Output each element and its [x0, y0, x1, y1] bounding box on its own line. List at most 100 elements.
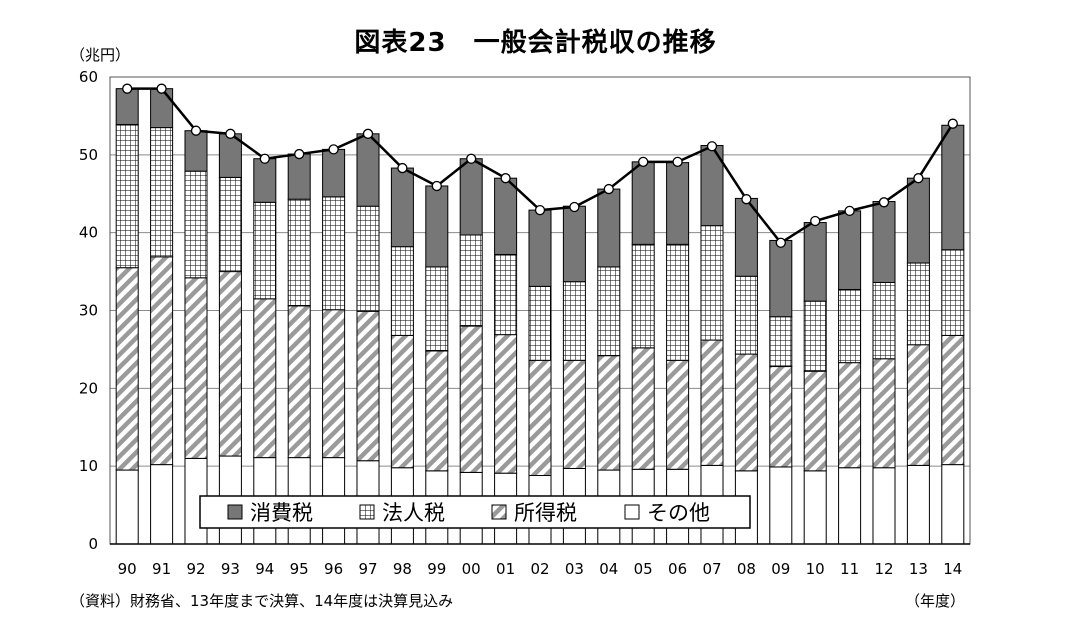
total-point — [225, 128, 236, 139]
bar-segment-grid — [459, 234, 483, 327]
bar-segment-dark — [941, 124, 965, 251]
bar-segment-plain — [941, 464, 965, 545]
bar-segment-dark — [803, 222, 827, 302]
bar-segment-grid — [528, 285, 552, 361]
total-point — [397, 162, 408, 174]
x-tick-label: 12 — [874, 560, 893, 578]
total-point — [328, 144, 339, 155]
y-tick-label: 60 — [79, 68, 98, 86]
bar-segment-grid — [150, 127, 174, 258]
x-tick-label: 09 — [771, 560, 790, 578]
bar-segment-plain — [769, 466, 793, 545]
bar-segment-grid — [666, 243, 690, 361]
total-point — [362, 128, 374, 139]
bar-segment-diagonal — [562, 359, 586, 470]
x-tick-label: 94 — [255, 560, 274, 578]
y-axis-unit-label: （兆円） — [70, 46, 131, 64]
bar-segment-grid — [769, 316, 793, 368]
x-tick-label: 90 — [118, 560, 137, 578]
bar-segment-dark — [459, 158, 483, 236]
x-tick-label: 06 — [668, 560, 687, 578]
total-point — [741, 194, 752, 205]
bar-segment-diagonal — [769, 366, 793, 468]
bar-segment-diagonal — [253, 298, 277, 459]
total-point — [638, 156, 649, 167]
total-point — [294, 148, 305, 160]
bar-segment-grid — [184, 170, 208, 279]
total-point — [844, 205, 855, 217]
bar-segment-diagonal — [872, 358, 896, 469]
bar-segment-grid — [597, 266, 621, 357]
x-tick-label: 96 — [324, 560, 343, 578]
bar-segment-dark — [631, 161, 655, 245]
x-tick-label: 95 — [290, 560, 309, 578]
y-tick-label: 10 — [79, 457, 98, 475]
total-point — [947, 118, 958, 129]
x-tick-label: 97 — [358, 560, 377, 578]
bar-segment-grid — [356, 205, 380, 312]
bar-segment-diagonal — [425, 350, 449, 472]
y-tick-label: 40 — [79, 224, 98, 242]
bar-segment-diagonal — [734, 353, 758, 472]
total-point — [913, 173, 924, 184]
bar-segment-grid — [494, 253, 518, 336]
total-point — [706, 141, 718, 152]
bar-segment-diagonal — [115, 267, 139, 471]
total-point — [431, 180, 442, 192]
x-tick-label: 92 — [186, 560, 205, 578]
bar-segment-dark — [184, 130, 208, 172]
y-tick-label: 50 — [79, 146, 98, 164]
bar-segment-plain — [906, 464, 930, 545]
x-tick-label: 05 — [634, 560, 653, 578]
total-point — [569, 201, 580, 213]
bar-segment-dark — [597, 188, 621, 268]
bar-segment-grid — [803, 300, 827, 372]
x-tick-label: 07 — [702, 560, 721, 578]
bar-segment-dark — [425, 185, 449, 268]
total-point — [810, 215, 821, 227]
x-tick-label: 93 — [221, 560, 240, 578]
bar-segment-grid — [906, 262, 930, 346]
total-point — [122, 83, 133, 94]
bar-segment-grid — [287, 198, 311, 307]
axes: 0 10 20 30 40 50 60 90 91 92 93 94 95 96 97 98 99 00 01 02 0… — [79, 68, 971, 578]
bar-segment-grid — [115, 123, 139, 269]
total-point — [156, 83, 167, 94]
x-tick-label: 99 — [427, 560, 446, 578]
x-tick-label: 14 — [943, 560, 962, 578]
bar-segment-dark — [150, 88, 174, 129]
bar-segment-dark — [528, 209, 552, 287]
bar-segment-plain — [872, 467, 896, 545]
bar-segment-dark — [769, 239, 793, 318]
bar-segment-grid — [425, 266, 449, 352]
bar-segment-dark — [390, 167, 414, 248]
bar-segment-diagonal — [666, 359, 690, 470]
total-point — [466, 153, 477, 164]
bar-segment-dark — [562, 205, 586, 283]
bar-segment-grid — [872, 281, 896, 360]
bar-segment-diagonal — [803, 370, 827, 472]
total-point — [878, 197, 890, 208]
x-tick-label: 04 — [599, 560, 618, 578]
bar-segment-grid — [218, 176, 242, 273]
bar-segment-dark — [494, 177, 518, 255]
bar-segment-plain — [838, 467, 862, 545]
bar-segment-dark — [872, 201, 896, 283]
legend-label: 所得税 — [514, 501, 577, 525]
bars — [115, 88, 965, 545]
x-axis-unit-label: （年度） — [905, 592, 966, 610]
bar-segment-diagonal — [459, 325, 483, 473]
bar-segment-dark — [253, 158, 277, 203]
bar-segment-grid — [700, 225, 724, 341]
bar-segment-diagonal — [941, 334, 965, 466]
total-point — [672, 156, 683, 167]
bar-segment-dark — [906, 177, 930, 264]
bar-segment-dark — [287, 153, 311, 200]
x-tick-label: 01 — [496, 560, 515, 578]
bar-segment-grid — [322, 196, 346, 311]
y-tick-label: 20 — [79, 379, 98, 397]
x-tick-label: 03 — [565, 560, 584, 578]
bar-segment-grid — [631, 243, 655, 349]
bar-segment-dark — [115, 88, 139, 125]
